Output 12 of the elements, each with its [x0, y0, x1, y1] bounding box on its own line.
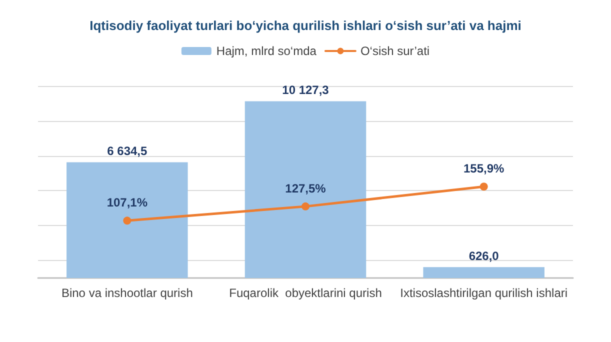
data-label: 107,1%	[106, 196, 148, 210]
x-tick-label: Ixtisoslashtirilgan qurilish ishlari	[400, 286, 568, 300]
legend-label: O‘sish sur’ati	[360, 44, 430, 58]
data-label: 127,5%	[285, 181, 326, 196]
x-tick-label: Bino va inshootlar qurish	[61, 286, 193, 300]
x-tick-label: Fuqarolik obyektlarini qurish	[229, 286, 382, 300]
data-label: 10 127,3	[282, 83, 330, 98]
data-label: 6 634,5	[107, 144, 148, 158]
chart-title: Iqtisodiy faoliyat turlari bo‘yicha qurilish ishlari o‘sish sur’ati va hajmi	[90, 18, 522, 33]
legend-label: Hajm, mlrd so‘mda	[216, 44, 317, 58]
data-label: 155,9%	[463, 162, 505, 176]
data-label: 626,0	[468, 249, 500, 264]
